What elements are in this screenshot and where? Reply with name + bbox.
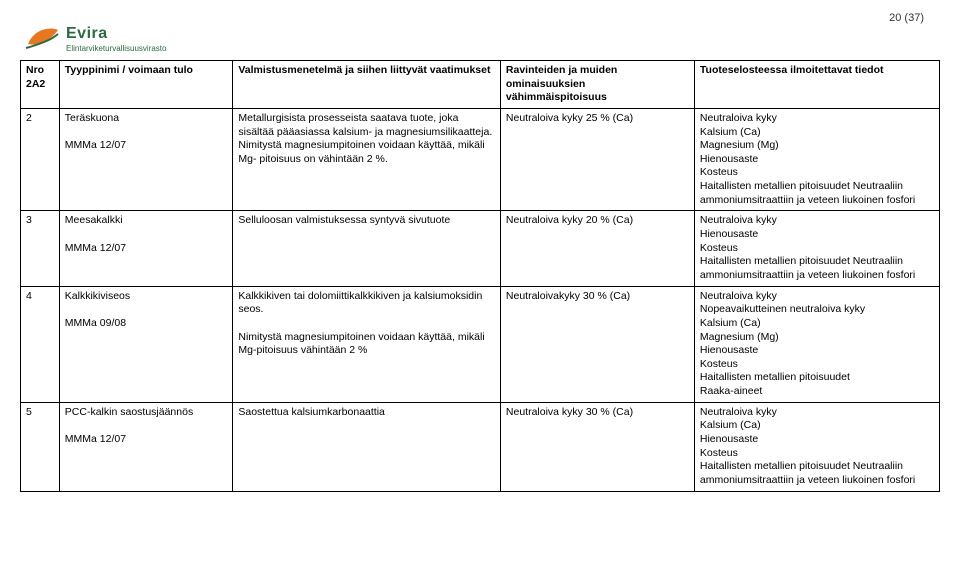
cell-nro: 5 bbox=[21, 402, 60, 491]
col-tuoteselosteessa: Tuoteselosteessa ilmoitettavat tiedot bbox=[694, 61, 939, 109]
page-number: 20 (37) bbox=[889, 12, 924, 24]
logo-subtitle: Elintarviketurvallisuusvirasto bbox=[66, 44, 166, 53]
col-tyyppi: Tyyppinimi / voimaan tulo bbox=[59, 61, 233, 109]
document-header: Evira Elintarviketurvallisuusvirasto bbox=[0, 0, 960, 60]
requirements-table: Nro 2A2 Tyyppinimi / voimaan tulo Valmis… bbox=[20, 60, 940, 492]
table-row: 5 PCC-kalkin saostusjäännös MMMa 12/07 S… bbox=[21, 402, 940, 491]
logo-text: Evira Elintarviketurvallisuusvirasto bbox=[66, 25, 166, 53]
cell-valmistus: Metallurgisista prosesseista saatava tuo… bbox=[233, 108, 501, 210]
cell-tuoteselosteessa: Neutraloiva kyky Kalsium (Ca) Magnesium … bbox=[694, 108, 939, 210]
cell-tyyppi: PCC-kalkin saostusjäännös MMMa 12/07 bbox=[59, 402, 233, 491]
cell-nro: 2 bbox=[21, 108, 60, 210]
cell-tuoteselosteessa: Neutraloiva kyky Kalsium (Ca) Hienousast… bbox=[694, 402, 939, 491]
table-row: 4 Kalkkikiviseos MMMa 09/08 Kalkkikiven … bbox=[21, 286, 940, 402]
logo: Evira Elintarviketurvallisuusvirasto bbox=[24, 24, 166, 54]
cell-ravinteet: Neutraloiva kyky 20 % (Ca) bbox=[500, 211, 694, 286]
col-nro: Nro 2A2 bbox=[21, 61, 60, 109]
table-row: 3 Meesakalkki MMMa 12/07 Selluloosan val… bbox=[21, 211, 940, 286]
cell-tyyppi: Kalkkikiviseos MMMa 09/08 bbox=[59, 286, 233, 402]
logo-name: Evira bbox=[66, 25, 166, 43]
cell-ravinteet: Neutraloivakyky 30 % (Ca) bbox=[500, 286, 694, 402]
cell-nro: 3 bbox=[21, 211, 60, 286]
cell-ravinteet: Neutraloiva kyky 25 % (Ca) bbox=[500, 108, 694, 210]
cell-valmistus: Selluloosan valmistuksessa syntyvä sivut… bbox=[233, 211, 501, 286]
cell-ravinteet: Neutraloiva kyky 30 % (Ca) bbox=[500, 402, 694, 491]
cell-tuoteselosteessa: Neutraloiva kyky Hienousaste Kosteus Hai… bbox=[694, 211, 939, 286]
col-valmistus: Valmistusmenetelmä ja siihen liittyvät v… bbox=[233, 61, 501, 109]
cell-valmistus: Kalkkikiven tai dolomiittikalkkikiven ja… bbox=[233, 286, 501, 402]
table-header-row: Nro 2A2 Tyyppinimi / voimaan tulo Valmis… bbox=[21, 61, 940, 109]
cell-tyyppi: Teräskuona MMMa 12/07 bbox=[59, 108, 233, 210]
table-wrapper: Nro 2A2 Tyyppinimi / voimaan tulo Valmis… bbox=[0, 60, 960, 492]
cell-tuoteselosteessa: Neutraloiva kyky Nopeavaikutteinen neutr… bbox=[694, 286, 939, 402]
cell-tyyppi: Meesakalkki MMMa 12/07 bbox=[59, 211, 233, 286]
cell-valmistus: Saostettua kalsiumkarbonaattia bbox=[233, 402, 501, 491]
cell-nro: 4 bbox=[21, 286, 60, 402]
col-ravinteet: Ravinteiden ja muiden ominaisuuksien väh… bbox=[500, 61, 694, 109]
evira-logo-icon bbox=[24, 24, 60, 54]
table-row: 2 Teräskuona MMMa 12/07 Metallurgisista … bbox=[21, 108, 940, 210]
